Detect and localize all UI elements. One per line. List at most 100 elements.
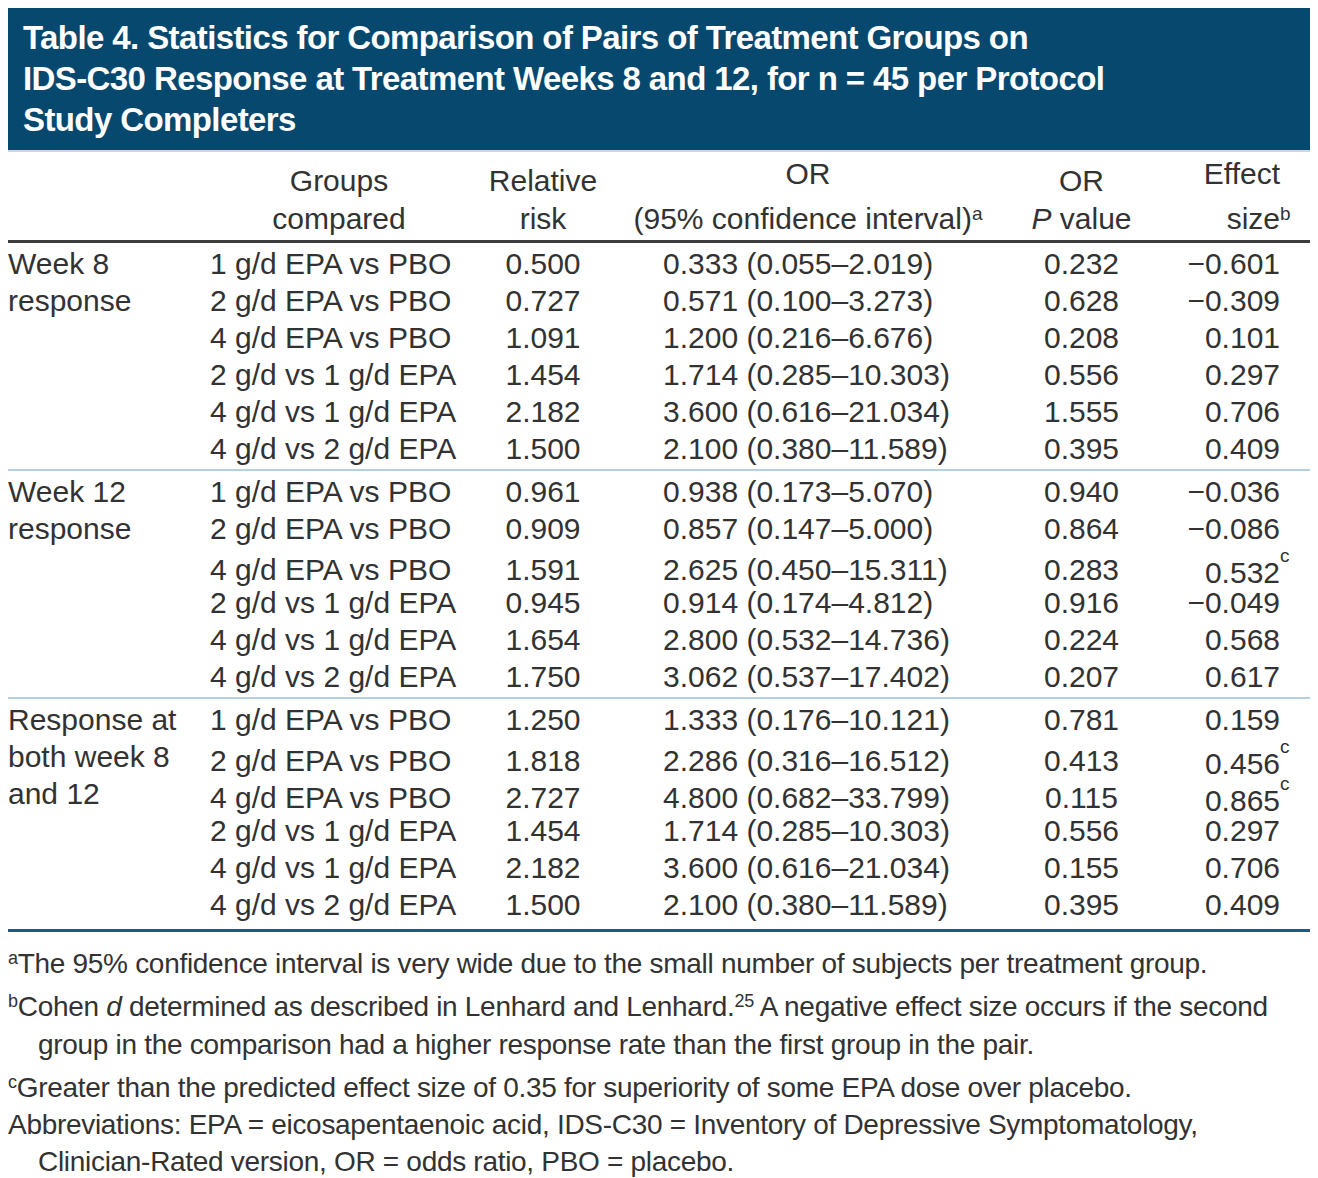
table-row: 4 g/d vs 1 g/d EPA 2.182 3.600 (0.616–21… — [200, 393, 1310, 430]
table-figure: Table 4. Statistics for Comparison of Pa… — [0, 0, 1318, 1178]
column-header-groups-compared: Groups compared — [200, 155, 478, 240]
effect-size-value: 0.706 — [1205, 851, 1280, 884]
cell-relative-risk: 0.961 — [478, 473, 608, 510]
cell-groups-compared: 4 g/d vs 2 g/d EPA — [200, 886, 478, 923]
cell-relative-risk: 2.727 — [478, 779, 608, 816]
cell-relative-risk: 1.454 — [478, 812, 608, 849]
cell-groups-compared: 2 g/d vs 1 g/d EPA — [200, 356, 478, 393]
cell-or-confidence-interval: 0.914 (0.174–4.812) — [608, 584, 1008, 621]
column-header-row-label — [8, 155, 200, 240]
section-label-line: and 12 — [8, 775, 200, 812]
header-or-line1: OR — [608, 155, 1008, 193]
cell-effect-size: −0.309 — [1155, 282, 1310, 319]
cell-or-confidence-interval: 3.600 (0.616–21.034) — [608, 849, 1008, 886]
cell-effect-size: 0.706 — [1155, 393, 1310, 430]
cell-effect-size: 0.568 — [1155, 621, 1310, 658]
section-rows: 1 g/d EPA vs PBO 0.961 0.938 (0.173–5.07… — [200, 471, 1310, 697]
cell-effect-size: −0.049 — [1155, 584, 1310, 621]
footnotes: aThe 95% confidence interval is very wid… — [8, 939, 1310, 1178]
cell-effect-size: −0.036 — [1155, 473, 1310, 510]
header-or-line2: (95% confidence interval)a — [608, 193, 1008, 238]
cell-or-p-value: 0.208 — [1008, 319, 1155, 356]
footnote-marker-a: a — [972, 203, 983, 224]
cell-or-p-value: 0.781 — [1008, 701, 1155, 738]
effect-size-value: 0.297 — [1205, 358, 1280, 391]
table-body: Week 8response 1 g/d EPA vs PBO 0.500 0.… — [8, 243, 1310, 925]
table-row: 2 g/d vs 1 g/d EPA 1.454 1.714 (0.285–10… — [200, 356, 1310, 393]
cell-relative-risk: 2.182 — [478, 849, 608, 886]
footnote-b-marker: b — [8, 991, 18, 1011]
cell-or-p-value: 0.207 — [1008, 658, 1155, 695]
cell-or-confidence-interval: 0.857 (0.147–5.000) — [608, 510, 1008, 547]
cell-relative-risk: 1.454 — [478, 356, 608, 393]
cell-or-confidence-interval: 0.333 (0.055–2.019) — [608, 245, 1008, 282]
table-row: 1 g/d EPA vs PBO 1.250 1.333 (0.176–10.1… — [200, 701, 1310, 738]
table-row: 2 g/d EPA vs PBO 1.818 2.286 (0.316–16.5… — [200, 738, 1310, 775]
cell-or-confidence-interval: 3.600 (0.616–21.034) — [608, 393, 1008, 430]
footnote-c: cGreater than the predicted effect size … — [8, 1063, 1310, 1106]
page-title-line-1: Table 4. Statistics for Comparison of Pa… — [23, 17, 1292, 58]
cell-or-confidence-interval: 1.200 (0.216–6.676) — [608, 319, 1008, 356]
effect-size-value: 0.297 — [1205, 814, 1280, 847]
table-section: Week 8response 1 g/d EPA vs PBO 0.500 0.… — [8, 243, 1310, 469]
cell-relative-risk: 1.500 — [478, 886, 608, 923]
cell-groups-compared: 2 g/d EPA vs PBO — [200, 742, 478, 779]
cell-effect-size: 0.706 — [1155, 849, 1310, 886]
cell-or-p-value: 0.916 — [1008, 584, 1155, 621]
cell-groups-compared: 4 g/d EPA vs PBO — [200, 319, 478, 356]
cell-groups-compared: 4 g/d vs 1 g/d EPA — [200, 621, 478, 658]
page-title-line-3: Study Completers — [23, 99, 1292, 140]
header-groups-line1: Groups — [200, 162, 478, 200]
cell-groups-compared: 4 g/d vs 1 g/d EPA — [200, 849, 478, 886]
section-rows: 1 g/d EPA vs PBO 0.500 0.333 (0.055–2.01… — [200, 243, 1310, 469]
header-p-line1: OR — [1008, 162, 1155, 200]
header-p-line2: P value — [1008, 200, 1155, 238]
cell-or-p-value: 0.283 — [1008, 551, 1155, 588]
cell-relative-risk: 1.591 — [478, 551, 608, 588]
cell-or-confidence-interval: 0.571 (0.100–3.273) — [608, 282, 1008, 319]
table-title-banner: Table 4. Statistics for Comparison of Pa… — [8, 8, 1310, 152]
cell-groups-compared: 2 g/d EPA vs PBO — [200, 510, 478, 547]
footnote-abbreviations: Abbreviations: EPA = eicosapentaenoic ac… — [8, 1106, 1310, 1178]
table-row: 1 g/d EPA vs PBO 0.500 0.333 (0.055–2.01… — [200, 245, 1310, 282]
cell-or-p-value: 0.940 — [1008, 473, 1155, 510]
cell-or-confidence-interval: 2.625 (0.450–15.311) — [608, 551, 1008, 588]
effect-size-value: −0.036 — [1187, 475, 1280, 508]
cell-effect-size: −0.086 — [1155, 510, 1310, 547]
cell-groups-compared: 2 g/d vs 1 g/d EPA — [200, 584, 478, 621]
table-row: 4 g/d vs 2 g/d EPA 1.750 3.062 (0.537–17… — [200, 658, 1310, 695]
cell-or-p-value: 0.864 — [1008, 510, 1155, 547]
reference-25: 25 — [734, 991, 753, 1011]
table-section: Response atboth week 8and 12 1 g/d EPA v… — [8, 697, 1310, 925]
table-row: 4 g/d vs 2 g/d EPA 1.500 2.100 (0.380–11… — [200, 886, 1310, 923]
column-header-effect-size: Effect sizeb — [1155, 155, 1310, 240]
section-label-line: response — [8, 510, 200, 547]
cell-effect-size: 0.159 — [1155, 701, 1310, 738]
cell-relative-risk: 0.727 — [478, 282, 608, 319]
cell-or-confidence-interval: 2.286 (0.316–16.512) — [608, 742, 1008, 779]
cell-or-p-value: 0.395 — [1008, 886, 1155, 923]
cell-or-confidence-interval: 0.938 (0.173–5.070) — [608, 473, 1008, 510]
footnote-b: bCohen d determined as described in Lenh… — [8, 982, 1310, 1062]
column-header-or-p-value: OR P value — [1008, 155, 1155, 240]
cell-or-confidence-interval: 4.800 (0.682–33.799) — [608, 779, 1008, 816]
cell-or-p-value: 0.556 — [1008, 812, 1155, 849]
cell-effect-size: 0.101 — [1155, 319, 1310, 356]
cell-effect-size: −0.601 — [1155, 245, 1310, 282]
table-row: 2 g/d vs 1 g/d EPA 1.454 1.714 (0.285–10… — [200, 812, 1310, 849]
cell-or-confidence-interval: 1.714 (0.285–10.303) — [608, 356, 1008, 393]
section-row-label: Response atboth week 8and 12 — [8, 699, 200, 925]
cell-effect-size: 0.617 — [1155, 658, 1310, 695]
footnote-a: aThe 95% confidence interval is very wid… — [8, 939, 1310, 982]
cell-relative-risk: 0.909 — [478, 510, 608, 547]
table-header: Groups compared Relative risk OR (95% co… — [8, 152, 1310, 243]
header-rr-line1: Relative — [478, 162, 608, 200]
cell-relative-risk: 1.250 — [478, 701, 608, 738]
cell-relative-risk: 1.654 — [478, 621, 608, 658]
cell-or-p-value: 0.556 — [1008, 356, 1155, 393]
section-row-label: Week 8response — [8, 243, 200, 469]
cell-or-p-value: 0.155 — [1008, 849, 1155, 886]
cell-relative-risk: 1.818 — [478, 742, 608, 779]
cell-or-confidence-interval: 3.062 (0.537–17.402) — [608, 658, 1008, 695]
table-row: 4 g/d vs 1 g/d EPA 1.654 2.800 (0.532–14… — [200, 621, 1310, 658]
